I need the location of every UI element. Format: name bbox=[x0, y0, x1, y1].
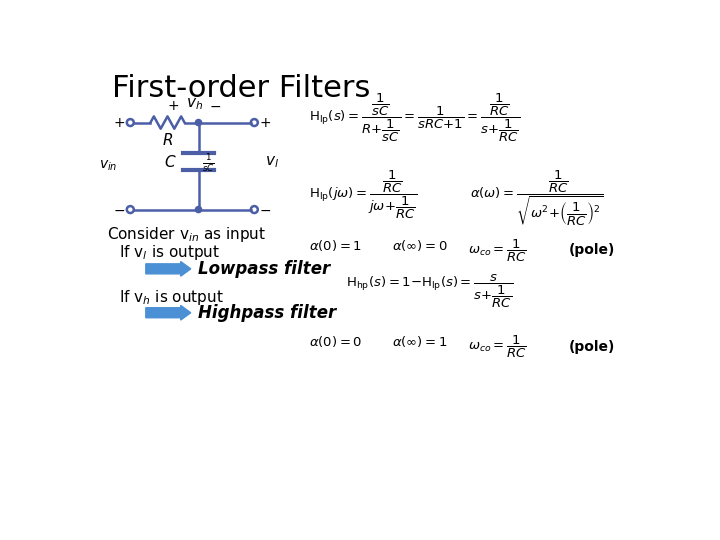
Text: $R$: $R$ bbox=[162, 132, 173, 148]
Text: $\alpha(\omega){=}\dfrac{\dfrac{1}{RC}}{\sqrt{\omega^2{+}\left(\dfrac{1}{RC}\rig: $\alpha(\omega){=}\dfrac{\dfrac{1}{RC}}{… bbox=[469, 168, 603, 228]
Circle shape bbox=[195, 119, 202, 126]
Text: $v_h$: $v_h$ bbox=[186, 96, 203, 112]
Text: $\alpha(0){=}1$: $\alpha(0){=}1$ bbox=[309, 238, 361, 253]
Text: $\mathrm{H_{lp}}(j\omega){=}\dfrac{\dfrac{1}{RC}}{j\omega{+}\dfrac{1}{RC}}$: $\mathrm{H_{lp}}(j\omega){=}\dfrac{\dfra… bbox=[309, 168, 417, 221]
Text: (pole): (pole) bbox=[569, 340, 616, 354]
Text: $v_l$: $v_l$ bbox=[265, 154, 279, 170]
Text: +: + bbox=[114, 116, 125, 130]
Text: $\omega_{co}{=}\dfrac{1}{RC}$: $\omega_{co}{=}\dfrac{1}{RC}$ bbox=[468, 238, 527, 264]
Text: $v_{in}$: $v_{in}$ bbox=[99, 159, 118, 173]
Text: If v$_{h}$ is output: If v$_{h}$ is output bbox=[120, 288, 225, 307]
Text: $-$: $-$ bbox=[210, 99, 222, 113]
Text: $-$: $-$ bbox=[259, 202, 271, 217]
Text: Lowpass filter: Lowpass filter bbox=[199, 260, 330, 278]
Text: $-$: $-$ bbox=[113, 202, 125, 217]
Text: (pole): (pole) bbox=[569, 244, 616, 258]
Text: $\mathrm{H_{hp}}(s){=}1{-}\mathrm{H_{lp}}(s){=}\dfrac{s}{s{+}\dfrac{1}{RC}}$: $\mathrm{H_{hp}}(s){=}1{-}\mathrm{H_{lp}… bbox=[346, 273, 513, 310]
Text: $\mathrm{H_{lp}}(s){=}\dfrac{\dfrac{1}{sC}}{R{+}\dfrac{1}{sC}}{=}\dfrac{1}{sRC{+: $\mathrm{H_{lp}}(s){=}\dfrac{\dfrac{1}{s… bbox=[309, 92, 520, 144]
Text: $\alpha(\infty){=}0$: $\alpha(\infty){=}0$ bbox=[392, 238, 448, 253]
Text: First-order Filters: First-order Filters bbox=[112, 74, 370, 103]
Text: $C$: $C$ bbox=[164, 154, 177, 170]
Text: Consider v$_{in}$ as input: Consider v$_{in}$ as input bbox=[107, 225, 266, 244]
Text: $\alpha(\infty){=}1$: $\alpha(\infty){=}1$ bbox=[392, 334, 448, 349]
FancyArrow shape bbox=[145, 306, 191, 320]
Text: +: + bbox=[259, 116, 271, 130]
Text: +: + bbox=[168, 99, 179, 113]
Text: $\alpha(0){=}0$: $\alpha(0){=}0$ bbox=[309, 334, 362, 349]
Circle shape bbox=[195, 206, 202, 213]
Text: $\frac{1}{sC}$: $\frac{1}{sC}$ bbox=[202, 152, 215, 174]
FancyArrow shape bbox=[145, 261, 191, 276]
Text: $\omega_{co}{=}\dfrac{1}{RC}$: $\omega_{co}{=}\dfrac{1}{RC}$ bbox=[468, 334, 527, 360]
Text: Highpass filter: Highpass filter bbox=[199, 303, 337, 322]
Text: If v$_{l}$ is output: If v$_{l}$ is output bbox=[120, 244, 220, 262]
